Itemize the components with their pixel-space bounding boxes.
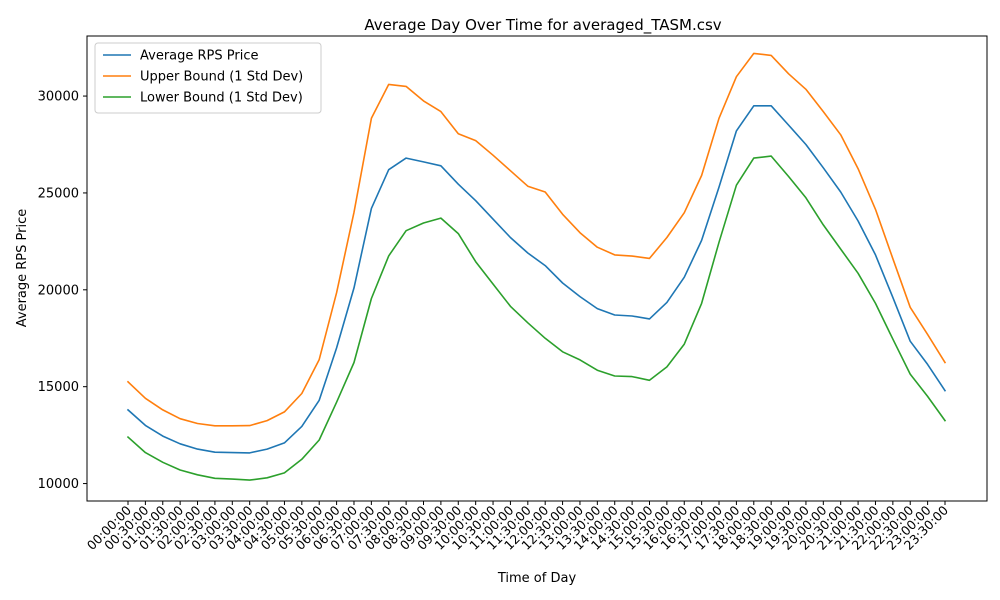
series-line-2	[126, 52, 947, 427]
legend-label: Lower Bound (1 Std Dev)	[140, 91, 303, 106]
x-axis: 00:00:0000:30:0001:00:0001:30:0002:00:00…	[84, 501, 951, 553]
y-axis-label: Average RPS Price	[15, 209, 30, 328]
series-line-3	[126, 155, 947, 481]
legend-label: Average RPS Price	[140, 49, 259, 64]
x-axis-label: Time of Day	[497, 571, 577, 586]
legend-box	[94, 42, 322, 114]
chart-title: Average Day Over Time for averaged_TASM.…	[364, 16, 721, 35]
series-layer	[126, 52, 947, 481]
legend: Average RPS Price Upper Bound (1 Std Dev)…	[94, 42, 322, 114]
y-tick-label: 15000	[38, 380, 79, 395]
y-tick-label: 25000	[38, 186, 79, 201]
y-tick-label: 30000	[38, 90, 79, 105]
y-tick-label: 10000	[38, 477, 79, 492]
legend-label: Upper Bound (1 Std Dev)	[140, 70, 303, 85]
series-line-1	[126, 105, 947, 454]
y-tick-label: 20000	[38, 283, 79, 298]
plot-frame	[86, 35, 988, 502]
y-axis: 10000 15000 20000 25000 30000	[38, 90, 87, 492]
